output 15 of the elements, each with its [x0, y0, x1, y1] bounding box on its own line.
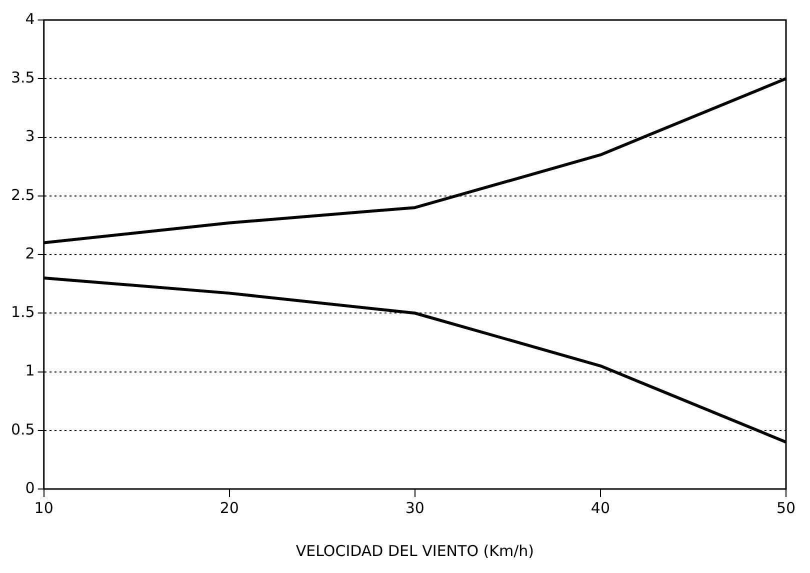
- y-tick-label: 0.5: [10, 420, 35, 438]
- x-axis-title: VELOCIDAD DEL VIENTO (Km/h): [296, 542, 534, 560]
- x-tick-label: 40: [590, 498, 610, 517]
- y-tick-label: 2.5: [10, 186, 35, 204]
- y-tick-label: 1.5: [10, 303, 35, 322]
- y-tick-label: 4: [25, 10, 35, 28]
- y-tick-label: 2: [25, 244, 35, 262]
- x-tick-label: 30: [405, 498, 424, 517]
- y-tick-label: 3.5: [10, 68, 35, 87]
- x-tick-label: 20: [220, 498, 239, 517]
- y-tick-label: 3: [25, 127, 35, 146]
- x-tick-label: 10: [34, 498, 54, 517]
- y-tick-label: 0: [25, 478, 35, 497]
- y-tick-label: 1: [25, 362, 35, 380]
- x-tick-label: 50: [776, 498, 796, 517]
